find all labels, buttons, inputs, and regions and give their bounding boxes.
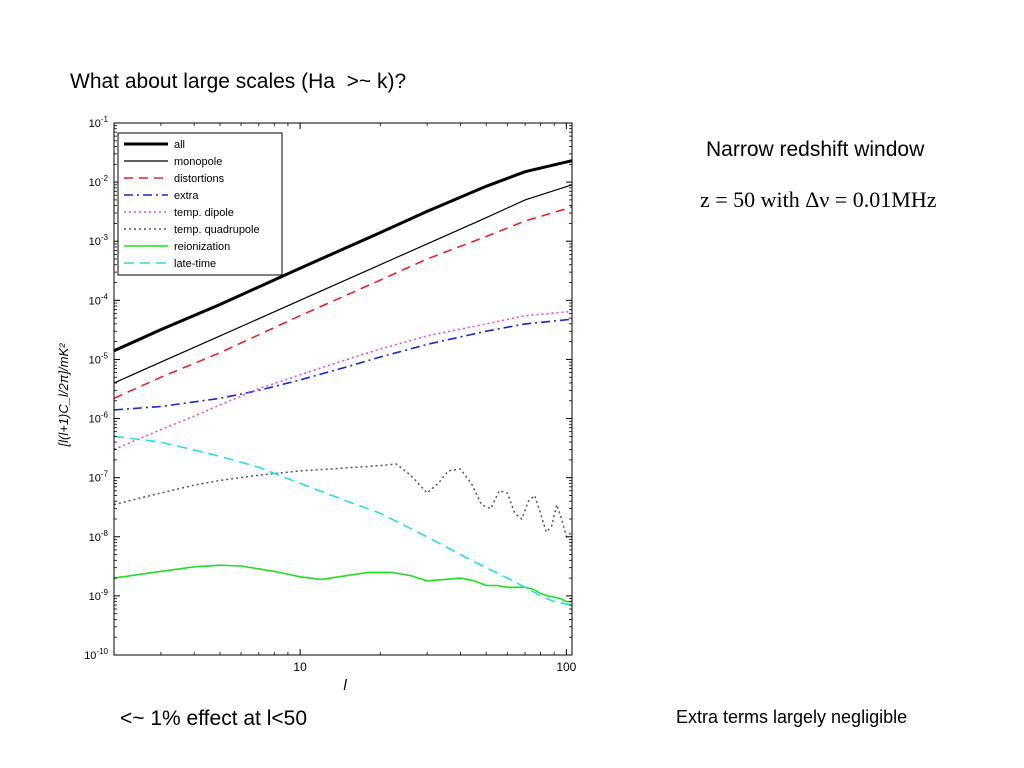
slide-title: What about large scales (Ha >~ k)?	[70, 70, 407, 93]
y-tick-label: 10-4	[89, 292, 109, 307]
y-tick-label: 10-3	[89, 233, 109, 248]
y-tick-label: 10-10	[84, 647, 108, 662]
series-line-monopole	[113, 184, 573, 384]
legend-label: monopole	[174, 156, 222, 168]
legend-label: all	[174, 139, 185, 151]
x-tick-label: 100	[556, 660, 576, 674]
formula: z = 50 with Δν = 0.01MHz	[700, 187, 937, 212]
y-tick-label: 10-1	[89, 115, 109, 130]
y-tick-label: 10-7	[89, 470, 109, 485]
legend-box	[117, 132, 283, 276]
series-line-reionization	[113, 564, 572, 603]
x-axis-label: l	[343, 677, 347, 694]
caption-right: Extra terms largely negligible	[676, 707, 908, 727]
legend-label: extra	[174, 190, 199, 202]
y-tick-label: 10-5	[89, 351, 109, 366]
legend-label: distortions	[174, 173, 225, 185]
y-tick-label: 10-8	[89, 529, 109, 544]
y-tick-label: 10-9	[89, 588, 109, 603]
series-line-extra	[113, 318, 573, 411]
caption-left: <~ 1% effect at l<50	[120, 707, 308, 730]
plot-frame	[113, 122, 573, 656]
series-line-temp-dipole	[113, 310, 573, 451]
side-note: Narrow redshift window	[706, 138, 925, 161]
series-line-all	[113, 159, 573, 353]
y-tick-label: 10-2	[89, 174, 109, 189]
series-line-late-time	[113, 435, 573, 606]
y-axis-label: [l(l+1)C_l/2π]/mK²	[56, 343, 71, 448]
legend: all monopole distortions extra temp. dipole t…	[117, 132, 283, 276]
series-line-temp-quadrupole	[113, 463, 573, 539]
legend-label: reionization	[174, 241, 230, 253]
plot-area	[113, 122, 573, 656]
x-tick-label: 10	[293, 660, 307, 674]
y-tick-label: 10-6	[89, 411, 109, 426]
legend-label: temp. dipole	[174, 207, 234, 219]
series-line-distortions	[113, 206, 573, 400]
legend-label: late-time	[174, 258, 216, 270]
legend-label: temp. quadrupole	[174, 224, 260, 236]
